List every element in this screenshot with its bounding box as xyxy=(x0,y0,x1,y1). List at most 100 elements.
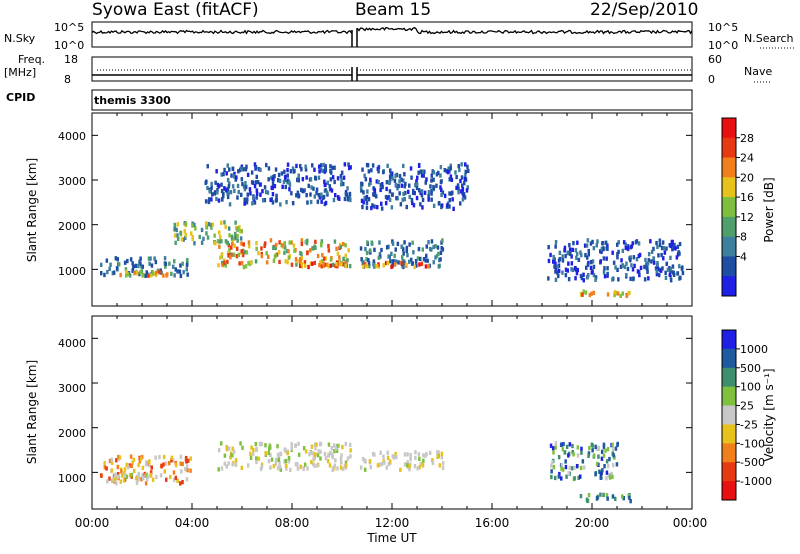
power-cell xyxy=(631,267,635,272)
power-cell xyxy=(149,256,152,261)
power-cell xyxy=(327,243,330,249)
power-cell xyxy=(307,183,310,188)
power-cell xyxy=(305,193,308,198)
power-cell xyxy=(427,240,430,245)
power-cell xyxy=(408,242,411,247)
power-cell xyxy=(329,169,332,174)
velocity-cell xyxy=(241,445,244,450)
power-cell xyxy=(317,175,321,180)
power-cell xyxy=(587,248,590,254)
power-cell xyxy=(227,253,230,258)
velocity-cell xyxy=(611,463,615,468)
power-cell xyxy=(279,202,282,207)
power-cell xyxy=(217,184,221,189)
power-cell xyxy=(411,261,414,266)
power-cell xyxy=(367,169,371,174)
velocity-cell xyxy=(223,461,227,466)
velocity-cell xyxy=(135,480,139,485)
power-cell xyxy=(245,200,249,205)
power-cell xyxy=(582,278,585,283)
power-cell xyxy=(672,246,676,251)
power-cell xyxy=(645,262,648,267)
nsky-tick-bottom-right: 10^0 xyxy=(708,39,738,52)
power-cell xyxy=(552,254,555,260)
power-cell xyxy=(228,181,231,186)
power-cell xyxy=(655,272,659,277)
power-cell xyxy=(664,270,667,275)
velocity-cell xyxy=(616,442,619,448)
power-cell xyxy=(411,240,414,245)
power-cell xyxy=(255,195,258,200)
velocity-cell xyxy=(596,495,599,501)
power-cell xyxy=(100,271,103,276)
power-cell xyxy=(344,243,347,248)
colorbar-frame xyxy=(721,117,737,297)
colorbar-segment xyxy=(722,256,736,277)
power-cell xyxy=(316,199,320,204)
velocity-cell xyxy=(314,446,317,451)
power-cell xyxy=(329,177,333,182)
power-cell xyxy=(228,248,231,253)
velocity-cell xyxy=(403,452,407,457)
velocity-cell xyxy=(103,461,106,466)
date-title: 22/Sep/2010 xyxy=(590,0,698,20)
power-cell xyxy=(448,198,451,203)
velocity-cell xyxy=(141,472,144,478)
velocity-cell xyxy=(179,461,182,466)
power-cell xyxy=(623,264,627,270)
velocity-colorbar-label: Velocity [m s⁻¹] xyxy=(762,368,776,461)
nsky-trace-segment xyxy=(356,26,693,35)
power-cell xyxy=(280,171,284,176)
velocity-cell xyxy=(154,455,157,460)
power-cell xyxy=(246,192,249,197)
velocity-cell xyxy=(441,465,445,471)
velocity-cell xyxy=(179,454,183,459)
colorbar-segment xyxy=(722,236,736,257)
velocity-cell xyxy=(252,451,255,456)
power-cell xyxy=(460,175,464,180)
power-cell xyxy=(592,272,596,278)
power-cell xyxy=(549,252,552,258)
power-cell xyxy=(173,226,177,232)
power-cells xyxy=(100,162,685,298)
power-cell xyxy=(288,187,291,192)
power-cell xyxy=(336,176,340,181)
power-cell xyxy=(564,267,568,272)
velocity-cell xyxy=(276,452,280,457)
power-cell xyxy=(416,256,420,261)
velocity-cell xyxy=(185,464,189,469)
power-cell xyxy=(363,195,366,201)
velocity-cell xyxy=(249,451,252,456)
power-cell xyxy=(395,172,399,178)
power-cell xyxy=(647,276,650,281)
power-cell xyxy=(441,238,444,243)
velocity-cell xyxy=(311,451,315,456)
velocity-cell xyxy=(414,450,417,455)
power-cell xyxy=(592,290,596,295)
power-cell xyxy=(461,183,464,188)
velocity-cell xyxy=(128,463,131,468)
power-cell xyxy=(612,260,616,265)
power-cell xyxy=(244,264,248,269)
velocity-cell xyxy=(302,446,306,451)
velocity-cell xyxy=(428,450,432,455)
power-cell xyxy=(386,260,389,266)
velocity-cell xyxy=(593,453,596,458)
velocity-cell xyxy=(120,469,123,474)
power-cell xyxy=(255,180,258,185)
power-cell xyxy=(669,278,673,283)
velocity-cell xyxy=(605,476,608,481)
power-cell xyxy=(172,264,175,269)
power-cell xyxy=(233,188,236,194)
velocity-cell xyxy=(591,448,594,453)
power-cell xyxy=(408,259,411,264)
power-cell xyxy=(370,240,373,245)
power-cell xyxy=(284,177,287,182)
power-cell xyxy=(658,242,662,248)
power-cell xyxy=(329,257,333,262)
power-cell xyxy=(255,188,259,193)
power-cell xyxy=(410,197,414,203)
power-cell xyxy=(388,174,392,179)
power-cell xyxy=(318,195,322,200)
